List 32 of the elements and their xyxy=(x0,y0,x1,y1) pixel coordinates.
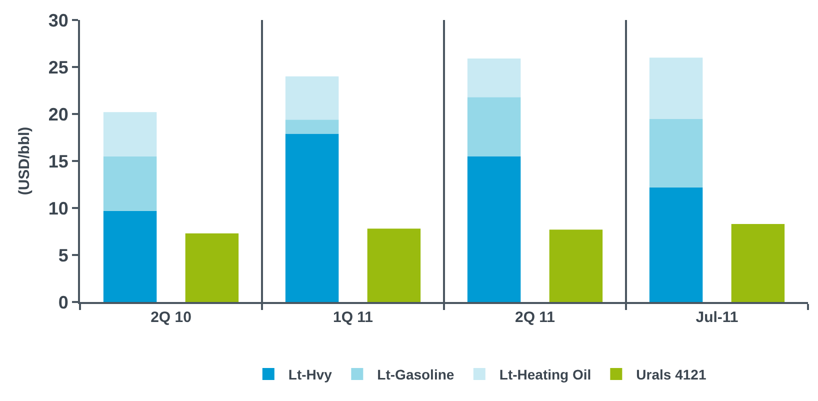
bar xyxy=(467,97,521,156)
x-tick-label: Jul-11 xyxy=(696,309,738,326)
bar xyxy=(103,112,157,156)
x-tick-label: 2Q 11 xyxy=(514,309,556,326)
bar xyxy=(285,120,339,134)
bar xyxy=(649,187,703,302)
y-tick-label: 5 xyxy=(58,245,68,266)
x-tick-label: 2Q 10 xyxy=(150,309,192,326)
x-tick-label: 1Q 11 xyxy=(332,309,374,326)
y-tick-label: 15 xyxy=(48,151,68,172)
bar xyxy=(649,58,703,119)
bar xyxy=(467,58,521,98)
bar xyxy=(185,233,239,302)
bar xyxy=(649,118,703,188)
bar xyxy=(367,228,421,302)
bar xyxy=(285,134,339,302)
legend-label: Lt-Gasoline xyxy=(377,366,454,382)
y-axis-title: (USD/bbl) xyxy=(16,126,34,196)
y-tick-label: 0 xyxy=(58,292,68,312)
legend-label: Lt-Hvy xyxy=(288,366,332,382)
bar xyxy=(103,156,157,211)
bar xyxy=(103,210,157,302)
legend-label: Urals 4121 xyxy=(636,366,706,382)
legend-label: Lt-Heating Oil xyxy=(499,366,592,382)
y-tick-label: 20 xyxy=(48,104,68,124)
y-tick-label: 10 xyxy=(48,198,68,218)
y-tick-label: 25 xyxy=(48,57,68,78)
bar xyxy=(731,224,785,302)
bar xyxy=(467,156,521,302)
bar xyxy=(549,230,603,302)
bar xyxy=(285,76,339,120)
y-tick-label: 30 xyxy=(48,10,68,30)
